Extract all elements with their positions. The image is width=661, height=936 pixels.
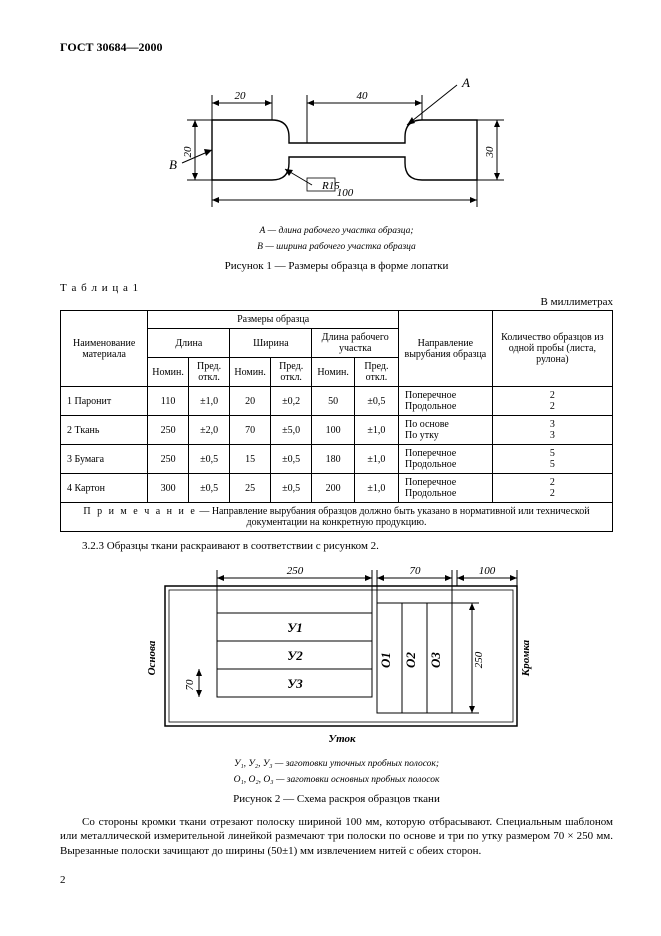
svg-text:А: А [461, 75, 470, 90]
table-row: 1 Паронит110±1,020±0,250±0,5Поперечное П… [61, 387, 613, 416]
fig2-title: Рисунок 2 — Схема раскроя образцов ткани [60, 793, 613, 805]
svg-text:У1: У1 [287, 620, 303, 635]
svg-text:У3: У3 [287, 676, 303, 691]
col-group: Размеры образца [148, 311, 399, 329]
col-tol: Пред. откл. [270, 358, 311, 387]
svg-text:20: 20 [182, 146, 194, 158]
svg-text:30: 30 [484, 146, 496, 159]
svg-text:В: В [169, 157, 177, 172]
svg-text:О2: О2 [403, 652, 418, 668]
table-units: В миллиметрах [60, 296, 613, 308]
table-row: 4 Картон300±0,525±0,5200±1,0Поперечное П… [61, 474, 613, 503]
doc-header: ГОСТ 30684—2000 [60, 40, 613, 55]
col-material: Наименование материала [61, 311, 148, 387]
fig2-caption-1: У₁, У₂, У₃ — заготовки уточных пробных п… [60, 759, 613, 769]
table-row: 3 Бумага250±0,515±0,5180±1,0Поперечное П… [61, 445, 613, 474]
svg-text:Уток: Уток [328, 733, 356, 745]
svg-text:250: 250 [286, 565, 303, 577]
col-tol: Пред. откл. [354, 358, 398, 387]
col-qty: Количество образцов из одной пробы (лист… [492, 311, 612, 387]
col-width: Ширина [230, 329, 312, 358]
svg-text:R15: R15 [321, 180, 340, 192]
col-nom: Номин. [230, 358, 271, 387]
fig1-title: Рисунок 1 — Размеры образца в форме лопа… [60, 260, 613, 272]
col-worklen: Длина рабочего участка [312, 329, 399, 358]
figure-1: 20 40 100 20 [60, 65, 613, 218]
col-length: Длина [148, 329, 230, 358]
svg-text:250: 250 [473, 651, 485, 668]
svg-text:Основа: Основа [146, 640, 158, 675]
svg-text:Кромка: Кромка [520, 639, 532, 677]
col-nom: Номин. [148, 358, 189, 387]
fig2-caption-2: О₁, О₂, О₃ — заготовки основных пробных … [60, 775, 613, 785]
page-number: 2 [60, 874, 613, 886]
table-note: П р и м е ч а н и е — Направление выруба… [61, 503, 613, 532]
fig1-caption-a: А — длина рабочего участка образца; [60, 226, 613, 236]
svg-text:20: 20 [234, 90, 246, 102]
col-direction: Направление вырубания образца [399, 311, 493, 387]
svg-text:70: 70 [184, 679, 196, 691]
fig1-caption-b: В — ширина рабочего участка образца [60, 242, 613, 252]
figure-2: У1 У2 У3 О1 О2 О3 250 70 100 [60, 558, 613, 751]
spec-table: Наименование материала Размеры образца Н… [60, 310, 613, 532]
svg-text:У2: У2 [287, 648, 303, 663]
svg-text:40: 40 [356, 90, 368, 102]
section-323: 3.2.3 Образцы ткани раскраивают в соотве… [60, 540, 613, 552]
table-label: Т а б л и ц а 1 [60, 282, 613, 294]
svg-text:70: 70 [409, 565, 421, 577]
table-row: 2 Ткань250±2,070±5,0100±1,0По основе По … [61, 416, 613, 445]
svg-text:О3: О3 [428, 652, 443, 668]
body-paragraph: Со стороны кромки ткани отрезают полоску… [60, 815, 613, 858]
svg-text:О1: О1 [378, 652, 393, 668]
col-tol: Пред. откл. [188, 358, 229, 387]
col-nom: Номин. [312, 358, 354, 387]
svg-text:100: 100 [478, 565, 495, 577]
